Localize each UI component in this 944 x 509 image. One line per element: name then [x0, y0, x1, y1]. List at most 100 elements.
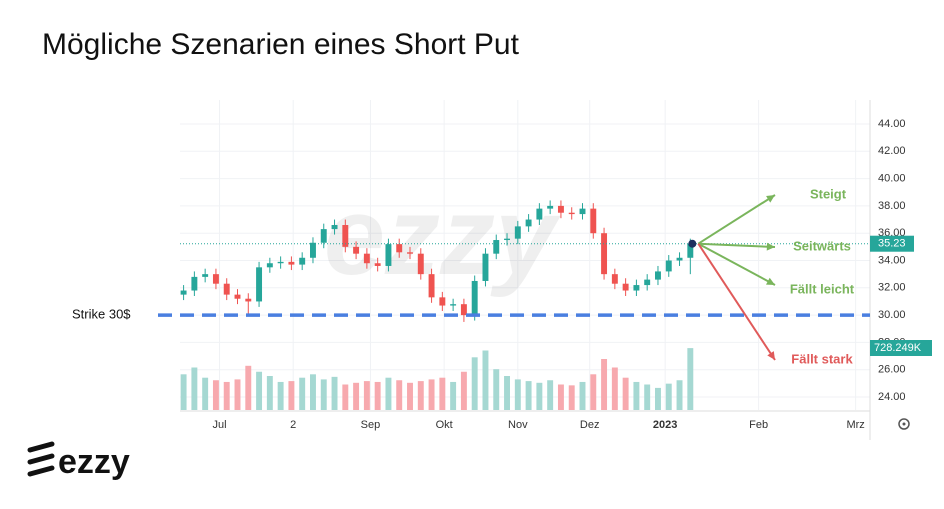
scenario-label: Fällt leicht: [790, 281, 855, 296]
volume-bar: [374, 381, 381, 410]
volume-bar: [655, 387, 661, 410]
y-tick-label: 30.00: [878, 309, 906, 321]
volume-bar: [396, 380, 403, 410]
candle-body: [245, 298, 252, 302]
volume-bar: [482, 350, 489, 410]
candle-body: [579, 208, 586, 215]
slide-title: Mögliche Szenarien eines Short Put: [42, 28, 520, 61]
current-point: [688, 239, 697, 248]
volume-bar: [514, 379, 521, 410]
x-tick-label: 2023: [653, 419, 677, 431]
candle-body: [504, 238, 510, 241]
volume-bar: [212, 380, 219, 410]
candle-body: [407, 252, 413, 254]
volume-bar: [676, 380, 683, 410]
y-tick-label: 34.00: [878, 254, 906, 266]
volume-bar: [536, 382, 543, 410]
logo-text: ezzy: [58, 443, 130, 481]
y-tick-label: 32.00: [878, 282, 906, 294]
volume-bar: [266, 376, 273, 410]
candle-body: [374, 263, 381, 266]
y-tick-label: 40.00: [878, 173, 906, 185]
volume-bar: [633, 381, 640, 410]
scenario-label: Seitwärts: [793, 238, 851, 253]
candle-body: [622, 283, 629, 291]
scenario-arrow: [697, 243, 776, 361]
settings-icon[interactable]: [898, 418, 910, 430]
last-price-label: 35.23: [878, 238, 906, 250]
x-tick-label: Sep: [361, 419, 381, 431]
volume-bar: [568, 385, 575, 410]
watermark: ezzy: [324, 175, 561, 298]
volume-bar: [331, 376, 338, 410]
candle-body: [310, 242, 316, 258]
candle-body: [277, 261, 284, 264]
volume-bar: [277, 381, 284, 410]
candle-body: [202, 274, 209, 277]
x-tick-label: Mrz: [846, 419, 864, 431]
x-tick-label: Feb: [749, 419, 768, 431]
volume-bar: [353, 382, 360, 410]
candle-body: [655, 271, 661, 280]
scenario-arrowhead: [767, 351, 775, 360]
candle-body: [665, 260, 672, 272]
volume-bar: [601, 359, 608, 410]
volume-bar: [234, 379, 241, 410]
volume-bar: [363, 381, 370, 410]
candle-body: [353, 246, 360, 254]
candle-body: [590, 208, 597, 234]
candle-body: [450, 304, 457, 306]
candle-body: [342, 225, 349, 247]
candle-body: [525, 219, 532, 227]
y-tick-label: 38.00: [878, 200, 906, 212]
logo: ezzy: [27, 441, 130, 481]
x-tick-label: Okt: [436, 419, 453, 431]
candle-body: [396, 244, 403, 253]
volume-bar: [191, 367, 198, 410]
candle-body: [611, 274, 618, 284]
volume-bar: [471, 357, 478, 410]
scenario-arrowhead: [766, 195, 775, 203]
volume-bar: [644, 384, 651, 410]
candle-body: [266, 263, 273, 268]
volume-bar: [460, 371, 467, 410]
candle-body: [191, 276, 198, 291]
candle-body: [514, 226, 521, 239]
logo-icon: [27, 441, 55, 477]
volume-bar: [622, 377, 629, 410]
volume-bar: [493, 369, 500, 410]
volume-bar: [439, 377, 446, 410]
last-volume-tag: [870, 340, 932, 356]
volume-bar: [428, 379, 435, 410]
candle-body: [256, 267, 263, 302]
volume-bar: [611, 367, 618, 410]
candle-body: [536, 208, 543, 220]
volume-bar: [407, 382, 413, 410]
x-tick-label: Nov: [508, 419, 528, 431]
scenario-arrow: [698, 242, 776, 248]
volume-bar: [245, 365, 252, 410]
y-tick-label: 44.00: [878, 118, 906, 130]
candle-body: [482, 253, 489, 281]
scenario-arrow: [697, 242, 776, 286]
volume-bar: [256, 371, 263, 410]
last-price-tag: [870, 235, 914, 252]
candle-body: [493, 240, 500, 254]
candle-body: [223, 283, 230, 295]
y-tick-label: 24.00: [878, 391, 906, 403]
x-tick-label: Jul: [213, 419, 227, 431]
candle-body: [363, 253, 370, 264]
scenario-label: Steigt: [810, 186, 847, 201]
volume-bar: [504, 376, 510, 410]
volume-bar: [223, 381, 230, 410]
volume-bar: [288, 381, 295, 410]
candle-body: [633, 285, 640, 291]
candle-body: [557, 205, 564, 213]
volume-bar: [342, 384, 349, 410]
volume-bar: [385, 377, 392, 410]
candle-body: [460, 304, 467, 316]
candle-body: [320, 229, 327, 243]
scenario-arrow: [697, 194, 776, 245]
candle-body: [601, 233, 608, 275]
